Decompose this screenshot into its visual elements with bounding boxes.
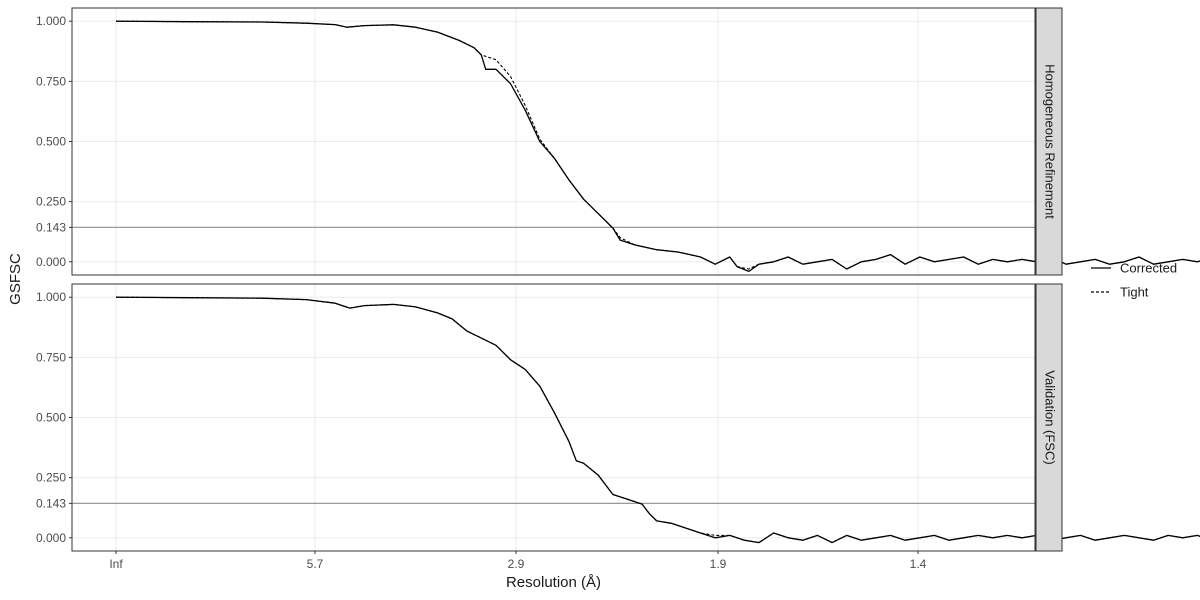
y-tick-label: 0.000 — [36, 255, 66, 269]
y-axis-title: GSFSC — [7, 253, 24, 305]
y-tick-label: 0.500 — [36, 411, 66, 425]
y-tick-label: 0.250 — [36, 195, 66, 209]
series-line-tight — [115, 20, 1200, 270]
y-tick-label: 1.000 — [36, 290, 66, 304]
legend: Corrected Tight — [1091, 261, 1177, 300]
legend-label-tight: Tight — [1120, 285, 1149, 300]
legend-label-corrected: Corrected — [1120, 261, 1177, 276]
x-axis-title: Resolution (Å) — [506, 574, 601, 591]
y-tick-label: 1.000 — [36, 14, 66, 28]
y-tick-label: 0.250 — [36, 471, 66, 485]
panel-border — [71, 7, 1036, 276]
facet-strip-label: Homogeneous Refinement — [1043, 64, 1058, 219]
y-tick-label: 0.143 — [36, 496, 66, 510]
series-line-tight — [115, 296, 1200, 544]
facet-strip — [1035, 7, 1063, 276]
x-tick-label: 1.4 — [910, 557, 927, 571]
x-tick-label: Inf — [109, 557, 123, 571]
y-tick-label: 0.000 — [36, 531, 66, 545]
x-tick-label: 2.9 — [508, 557, 525, 571]
facet-strip — [1035, 283, 1063, 552]
y-tick-label: 0.750 — [36, 74, 66, 88]
panel-validation: 0.000 0.143 0.250 0.500 0.750 1.000 Validation… — [36, 283, 1200, 552]
y-tick-label: 0.143 — [36, 220, 66, 234]
y-tick-label: 0.750 — [36, 350, 66, 364]
x-tick-label: 1.9 — [710, 557, 727, 571]
panel-homogeneous-refinement: 0.000 0.143 0.250 0.500 0.750 1.000 Homogeneou… — [36, 7, 1200, 276]
x-tick-label: 5.7 — [307, 557, 324, 571]
panel-border — [71, 283, 1036, 552]
facet-strip-label: Validation (FSC) — [1043, 370, 1058, 464]
y-tick-label: 0.500 — [36, 135, 66, 149]
